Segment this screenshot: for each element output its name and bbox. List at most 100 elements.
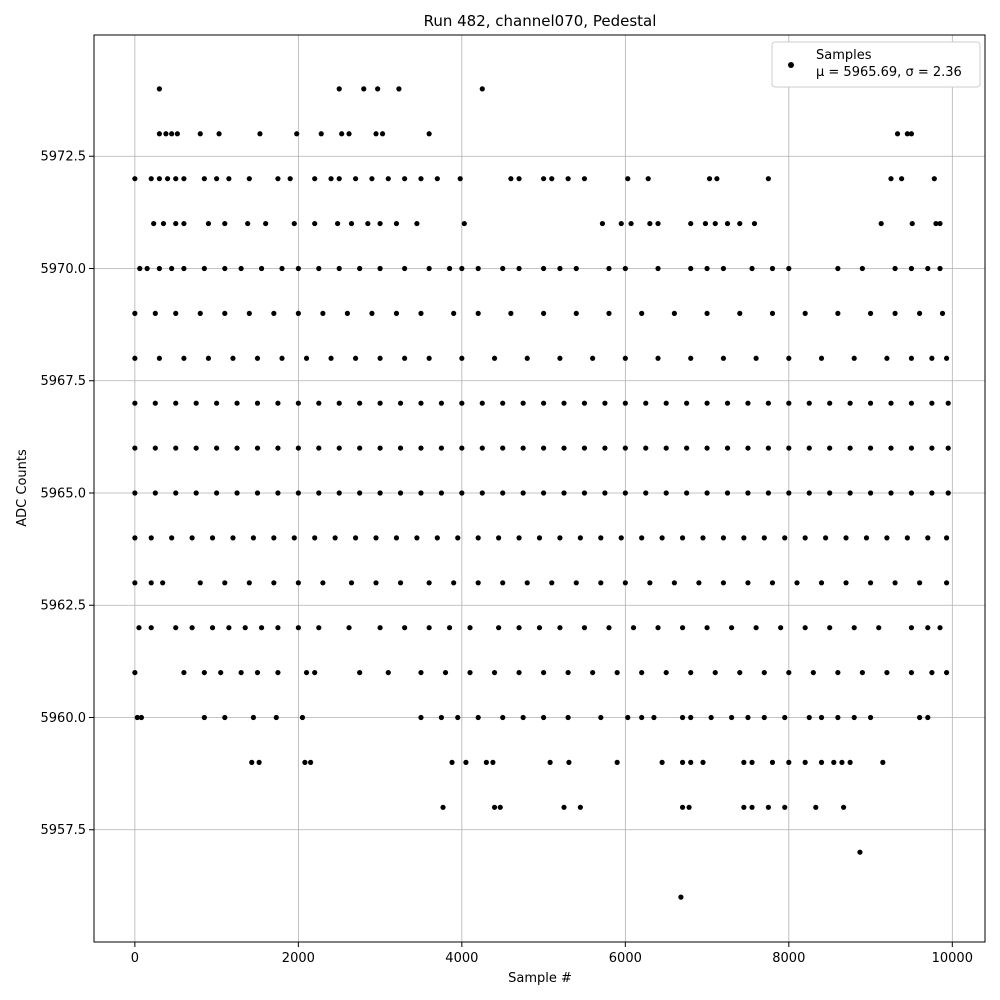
data-point	[320, 310, 326, 316]
data-point	[753, 625, 759, 631]
data-point	[573, 310, 579, 316]
data-point	[242, 625, 248, 631]
data-point	[802, 759, 808, 765]
data-point	[181, 355, 187, 361]
data-point	[287, 176, 293, 182]
data-point	[459, 490, 465, 496]
data-point	[246, 580, 252, 586]
data-point	[904, 131, 910, 137]
data-point	[843, 535, 849, 541]
data-point	[336, 490, 342, 496]
data-point	[806, 490, 812, 496]
data-point	[132, 669, 138, 676]
data-point	[831, 759, 837, 765]
data-point	[702, 220, 709, 227]
data-point	[659, 759, 665, 765]
data-point	[418, 310, 424, 316]
data-point	[500, 400, 506, 406]
data-point	[684, 400, 690, 406]
data-point	[475, 535, 481, 541]
data-point	[724, 220, 731, 227]
data-point	[847, 400, 853, 406]
data-point	[160, 220, 167, 227]
data-point	[455, 535, 461, 541]
data-point	[500, 580, 506, 586]
data-point	[375, 86, 381, 92]
data-point	[561, 490, 567, 496]
data-point	[925, 535, 931, 541]
data-point	[308, 759, 314, 765]
data-point	[222, 265, 228, 272]
data-point	[908, 669, 915, 676]
data-point	[786, 445, 792, 451]
data-point	[446, 265, 453, 272]
data-point	[802, 535, 808, 541]
data-point	[254, 445, 261, 451]
data-point	[769, 310, 776, 316]
data-point	[214, 445, 220, 451]
data-point	[254, 400, 261, 406]
data-point	[373, 580, 379, 586]
data-point	[181, 669, 187, 676]
data-point	[148, 580, 154, 586]
data-point	[500, 490, 506, 496]
y-axis-ticks: 5957.5 5960.0 5962.5 5965.0 5967.5 5970.0 5972…	[41, 150, 94, 838]
data-point	[459, 265, 465, 272]
data-point	[892, 310, 898, 316]
data-point	[369, 176, 375, 182]
data-point	[245, 220, 251, 227]
data-point	[373, 535, 379, 541]
data-point	[193, 445, 199, 451]
legend-stats-label: μ = 5965.69, σ = 2.36	[816, 65, 962, 80]
data-point	[679, 625, 686, 631]
data-point	[908, 625, 915, 631]
data-point	[396, 86, 402, 92]
data-point	[540, 176, 547, 182]
data-point	[312, 176, 318, 182]
data-point	[397, 445, 404, 451]
x-tick-label: 0	[131, 951, 139, 966]
data-point	[712, 669, 718, 676]
data-point	[622, 445, 628, 451]
data-point	[173, 625, 179, 631]
data-point	[214, 490, 220, 496]
data-point	[336, 265, 342, 272]
data-point	[827, 445, 833, 451]
data-point	[291, 535, 297, 541]
data-point	[151, 220, 157, 227]
data-point	[835, 669, 841, 676]
data-point	[275, 176, 281, 182]
data-points	[132, 86, 951, 900]
data-point	[357, 669, 363, 676]
data-point	[234, 400, 240, 406]
data-point	[818, 580, 825, 586]
data-point	[565, 714, 571, 721]
data-point	[625, 176, 631, 182]
data-point	[590, 669, 596, 676]
data-point	[618, 535, 624, 541]
legend-series-label: Samples	[816, 48, 872, 63]
data-point	[156, 355, 162, 361]
data-point	[181, 265, 187, 272]
data-point	[402, 265, 408, 272]
data-point	[765, 400, 771, 406]
data-point	[348, 220, 355, 227]
data-point	[536, 625, 543, 631]
data-point	[279, 265, 285, 272]
data-point	[418, 176, 424, 182]
data-point	[461, 220, 467, 227]
data-point	[402, 176, 408, 182]
data-point	[688, 220, 694, 227]
data-point	[590, 355, 596, 361]
data-point	[479, 490, 485, 496]
data-point	[786, 265, 792, 272]
data-point	[876, 625, 882, 631]
data-point	[540, 445, 547, 451]
data-point	[761, 535, 767, 541]
data-point	[475, 310, 481, 316]
data-point	[152, 400, 158, 406]
data-point	[418, 400, 424, 406]
data-point	[679, 804, 686, 810]
data-point	[214, 400, 220, 406]
data-point	[741, 759, 747, 765]
